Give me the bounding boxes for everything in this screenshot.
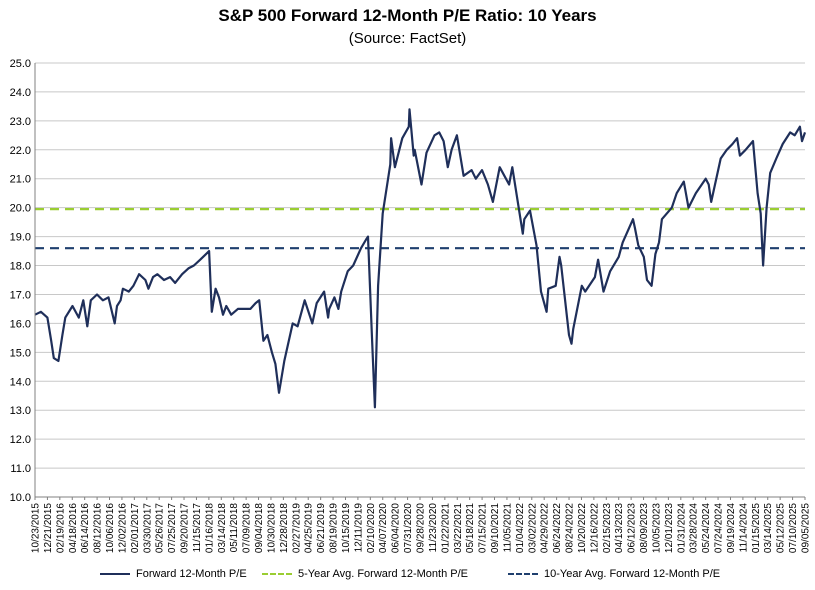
x-tick-label: 12/28/2018 xyxy=(279,503,290,553)
x-tick-label: 10/05/2023 xyxy=(651,503,662,553)
legend-label-10yr-avg: 10-Year Avg. Forward 12-Month P/E xyxy=(544,568,721,580)
x-tick-label: 09/20/2017 xyxy=(180,503,191,553)
x-tick-label: 05/26/2017 xyxy=(155,503,166,553)
x-tick-label: 01/31/2024 xyxy=(676,503,687,553)
x-tick-label: 12/01/2023 xyxy=(664,503,675,553)
y-tick-label: 15.0 xyxy=(10,347,31,359)
x-tick-label: 08/19/2019 xyxy=(329,503,340,553)
x-tick-label: 09/28/2020 xyxy=(416,503,427,553)
chart-legend: Forward 12-Month P/E 5-Year Avg. Forward… xyxy=(0,568,815,586)
x-tick-label: 08/12/2016 xyxy=(93,503,104,553)
x-tick-label: 10/23/2015 xyxy=(31,503,42,553)
x-tick-label: 08/24/2022 xyxy=(565,503,576,553)
x-tick-label: 01/16/2018 xyxy=(204,503,215,553)
y-tick-label: 23.0 xyxy=(10,116,31,128)
reference-lines xyxy=(35,208,805,250)
x-tick-label: 12/16/2022 xyxy=(589,503,600,553)
x-tick-label: 01/04/2022 xyxy=(515,503,526,553)
gridlines xyxy=(35,62,805,469)
chart-title: S&P 500 Forward 12-Month P/E Ratio: 10 Y… xyxy=(218,6,597,25)
x-tick-label: 03/28/2024 xyxy=(689,503,700,553)
x-tick-label: 08/09/2023 xyxy=(639,503,650,553)
x-tick-label: 05/11/2018 xyxy=(229,503,240,553)
x-tick-label: 11/14/2024 xyxy=(738,503,749,553)
x-tick-label: 07/25/2017 xyxy=(167,503,178,553)
y-tick-label: 24.0 xyxy=(10,87,31,99)
y-tick-label: 14.0 xyxy=(10,376,31,388)
x-tick-label: 02/01/2017 xyxy=(130,503,141,553)
x-tick-label: 06/04/2020 xyxy=(391,503,402,553)
x-tick-label: 06/12/2023 xyxy=(627,503,638,553)
y-tick-labels: 10.0 11.0 12.0 13.0 14.0 15.0 16.0 17.0 18.0 19.0… xyxy=(10,58,31,504)
x-tick-label: 04/18/2016 xyxy=(68,503,79,553)
legend-swatch-10yr-avg xyxy=(508,573,538,575)
x-tick-label: 10/30/2018 xyxy=(266,503,277,553)
x-tick-label: 02/15/2023 xyxy=(602,503,613,553)
x-tick-label: 03/14/2025 xyxy=(763,503,774,553)
series-line-forward-pe xyxy=(34,108,807,409)
x-tick-label: 03/22/2021 xyxy=(453,503,464,553)
y-tick-label: 17.0 xyxy=(10,289,31,301)
x-tick-label: 09/10/2021 xyxy=(490,503,501,553)
x-tick-label: 02/10/2020 xyxy=(366,503,377,553)
y-tick-label: 25.0 xyxy=(10,58,31,70)
x-tick-label: 01/22/2021 xyxy=(440,503,451,553)
legend-item-10yr-avg: 10-Year Avg. Forward 12-Month P/E xyxy=(508,568,720,580)
x-tick-label: 07/31/2020 xyxy=(403,503,414,553)
y-tick-label: 20.0 xyxy=(10,203,31,215)
legend-swatch-forward-pe xyxy=(100,573,130,575)
x-tick-label: 02/19/2016 xyxy=(55,503,66,553)
axes xyxy=(34,63,806,500)
x-tick-label: 12/02/2016 xyxy=(117,503,128,553)
x-tick-label: 11/15/2017 xyxy=(192,503,203,553)
y-tick-label: 18.0 xyxy=(10,261,31,273)
x-tick-label: 09/04/2018 xyxy=(254,503,265,553)
x-tick-label: 04/29/2022 xyxy=(540,503,551,553)
x-tick-label: 03/14/2018 xyxy=(217,503,228,553)
series-layer xyxy=(34,108,807,409)
x-tick-label: 05/18/2021 xyxy=(465,503,476,553)
x-tick-label: 03/02/2022 xyxy=(527,503,538,553)
chart-subtitle: (Source: FactSet) xyxy=(348,30,467,47)
x-tick-label: 04/13/2023 xyxy=(614,503,625,553)
x-tick-label: 09/05/2025 xyxy=(801,503,812,553)
x-tick-label: 01/15/2025 xyxy=(751,503,762,553)
x-tick-label: 10/15/2019 xyxy=(341,503,352,553)
x-tick-label: 06/21/2019 xyxy=(316,503,327,553)
x-tick-label: 02/27/2019 xyxy=(291,503,302,553)
x-tick-label: 07/09/2018 xyxy=(242,503,253,553)
x-tick-label: 09/19/2024 xyxy=(726,503,737,553)
legend-swatch-5yr-avg xyxy=(262,573,292,575)
legend-item-forward-pe: Forward 12-Month P/E xyxy=(100,568,247,580)
x-tick-label: 10/06/2016 xyxy=(105,503,116,553)
y-tick-label: 13.0 xyxy=(10,405,31,417)
x-tick-label: 12/21/2015 xyxy=(43,503,54,553)
x-tick-label: 11/05/2021 xyxy=(502,503,513,553)
legend-label-forward-pe: Forward 12-Month P/E xyxy=(136,568,247,580)
x-tick-label: 06/24/2022 xyxy=(552,503,563,553)
x-tick-label: 04/07/2020 xyxy=(378,503,389,553)
y-tick-label: 12.0 xyxy=(10,434,31,446)
x-tick-label: 05/24/2024 xyxy=(701,503,712,553)
legend-item-5yr-avg: 5-Year Avg. Forward 12-Month P/E xyxy=(262,568,468,580)
y-tick-label: 10.0 xyxy=(10,492,31,504)
pe-ratio-line-chart: 10.0 11.0 12.0 13.0 14.0 15.0 16.0 17.0 18.0 19.0… xyxy=(10,58,812,553)
x-tick-label: 07/10/2025 xyxy=(788,503,799,553)
x-tick-label: 11/23/2020 xyxy=(428,503,439,553)
x-tick-label: 10/20/2022 xyxy=(577,503,588,553)
y-tick-label: 11.0 xyxy=(10,463,31,475)
x-tick-labels: 10/23/2015 12/21/2015 02/19/2016 04/18/2016… xyxy=(31,503,812,553)
legend-label-5yr-avg: 5-Year Avg. Forward 12-Month P/E xyxy=(298,568,468,580)
x-tick-label: 07/24/2024 xyxy=(714,503,725,553)
x-tick-label: 12/11/2019 xyxy=(353,503,364,553)
y-tick-label: 16.0 xyxy=(10,318,31,330)
x-tick-label: 07/15/2021 xyxy=(478,503,489,553)
y-tick-label: 21.0 xyxy=(10,174,31,186)
x-tick-label: 04/25/2019 xyxy=(304,503,315,553)
y-tick-label: 22.0 xyxy=(10,145,31,157)
x-tick-label: 03/30/2017 xyxy=(142,503,153,553)
x-tick-label: 05/12/2025 xyxy=(776,503,787,553)
y-tick-label: 19.0 xyxy=(10,232,31,244)
x-tick-label: 06/14/2016 xyxy=(80,503,91,553)
